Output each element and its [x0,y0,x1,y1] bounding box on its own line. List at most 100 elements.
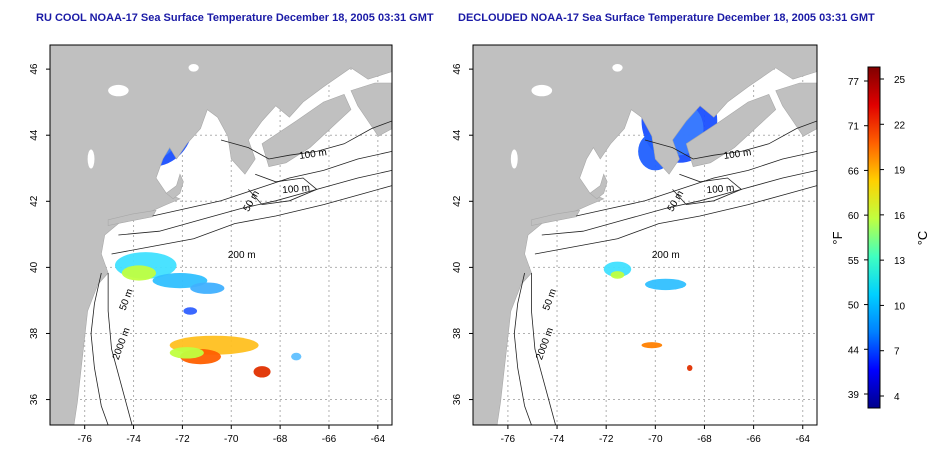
celsius-tick-label: 19 [894,166,906,177]
contour-label: 100 m [706,183,735,196]
depth-contour [152,151,392,217]
lon-tick-label: -74 [550,434,565,445]
lat-tick-label: 40 [29,261,40,273]
lon-tick-label: -70 [648,434,663,445]
lake [510,149,518,169]
sst-patch [169,347,204,359]
depth-contour [90,272,109,425]
sst-patch [121,265,157,281]
fahrenheit-tick-label: 77 [848,77,860,88]
depth-contour [118,170,392,236]
fahrenheit-tick-label: 50 [848,301,860,312]
celsius-tick-label: 22 [894,120,906,131]
lake [531,84,553,97]
map-title-declouded: DECLOUDED NOAA-17 Sea Surface Temperatur… [458,12,875,24]
lat-tick-label: 36 [29,394,40,406]
map-title-raw: RU COOL NOAA-17 Sea Surface Temperature … [36,12,434,24]
sst-patch [190,282,225,294]
lat-tick-label: 46 [29,63,40,75]
celsius-tick-label: 16 [894,211,906,222]
land-area [261,94,352,167]
land-area [107,209,157,226]
fahrenheit-tick-label: 60 [848,211,860,222]
temperature-colorbar: 77 71 66 60 55 50 44 39 25 22 19 16 13 10 7 4 °F °C [830,66,930,409]
lat-tick-label: 38 [452,327,463,339]
depth-contour [111,185,392,255]
celsius-axis-label: °C [915,231,930,246]
lon-tick-label: -66 [322,434,337,445]
lake [87,149,95,169]
map-frame [49,44,393,426]
depth-contour [534,185,817,255]
sst-patch [686,364,693,372]
lat-tick-label: 44 [29,129,40,141]
lon-tick-label: -72 [175,434,190,445]
depth-contour [107,273,133,425]
lake [108,84,129,97]
lat-tick-label: 36 [452,394,463,406]
depth-contour [672,173,743,206]
land-area [589,173,608,200]
depth-contour [541,170,817,236]
depth-contour [248,173,318,206]
celsius-tick-label: 4 [894,392,900,403]
depth-contour [576,151,817,217]
contour-label: 200 m [228,250,256,261]
fahrenheit-tick-label: 39 [848,390,860,401]
depth-contour [220,120,392,160]
lon-tick-label: -68 [273,434,288,445]
land-area [50,45,392,425]
lat-tick-label: 46 [452,63,463,75]
map-frame [472,44,818,426]
lon-tick-label: -70 [224,434,239,445]
sst-patch [183,307,198,315]
contour-label: 100 m [723,147,752,162]
land-area [775,82,817,137]
lon-tick-label: -76 [501,434,516,445]
land-area [350,82,392,137]
sst-patch [603,261,632,277]
depth-contour [513,272,532,425]
contour-label: 100 m [299,147,328,162]
celsius-tick-label: 7 [894,347,900,358]
land-area [685,94,777,167]
depth-contour [644,120,817,160]
lat-tick-label: 42 [452,195,463,207]
lon-tick-label: -66 [746,434,761,445]
sst-patch [253,366,271,378]
land-area [531,209,581,226]
lat-tick-label: 38 [29,327,40,339]
sst-patch [641,342,663,349]
sst-patch [610,271,625,279]
fahrenheit-tick-label: 44 [848,345,860,356]
lon-tick-label: -76 [77,434,92,445]
contour-label: 200 m [652,250,680,261]
celsius-tick-label: 10 [894,301,906,312]
fahrenheit-tick-label: 55 [848,256,860,267]
depth-contour [531,273,556,425]
lake [612,64,623,72]
lake [188,64,199,72]
sst-patch [291,352,302,361]
lon-tick-label: -64 [796,434,811,445]
land-area [473,45,817,425]
lon-tick-label: -74 [126,434,141,445]
lon-tick-label: -68 [697,434,712,445]
contour-label: 100 m [282,183,311,196]
sst-patch [645,278,687,291]
fahrenheit-tick-label: 66 [848,166,860,177]
lat-tick-label: 44 [452,129,463,141]
lat-tick-label: 42 [29,195,40,207]
land-area [165,173,184,200]
lat-tick-label: 40 [452,261,463,273]
sst-patch [152,273,208,289]
fahrenheit-axis-label: °F [830,231,845,244]
celsius-tick-label: 13 [894,256,906,267]
fahrenheit-tick-label: 71 [848,122,860,133]
lon-tick-label: -72 [599,434,614,445]
celsius-tick-label: 25 [894,75,906,86]
